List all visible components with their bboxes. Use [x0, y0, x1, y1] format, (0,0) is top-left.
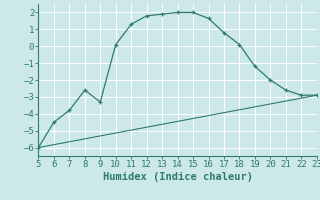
X-axis label: Humidex (Indice chaleur): Humidex (Indice chaleur)	[103, 172, 252, 182]
